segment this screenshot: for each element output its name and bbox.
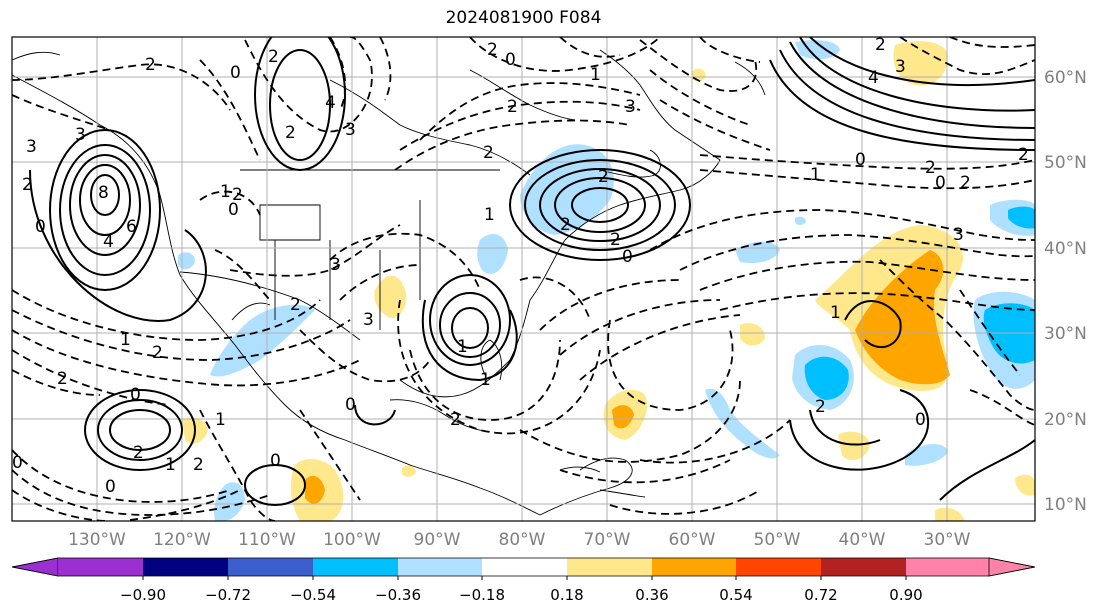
contour-label: 2 [22, 175, 33, 195]
contour-label: 2 [960, 173, 971, 193]
lon-label: 130°W [68, 530, 126, 550]
contour-label: 0 [935, 173, 946, 193]
contour-label: 0 [12, 453, 23, 473]
lat-label: 40°N [1044, 239, 1087, 259]
contour-label: 8 [98, 183, 109, 203]
contour-label: 4 [325, 93, 336, 113]
contour-label: 4 [868, 68, 879, 88]
lon-label: 50°W [754, 530, 801, 550]
contour-label: 1 [590, 65, 601, 85]
contour-label: 3 [625, 97, 636, 117]
contour-label: 3 [330, 255, 341, 275]
lat-label: 30°N [1044, 324, 1087, 344]
contour-label: 2 [450, 410, 461, 430]
contour-label: 1 [480, 370, 491, 390]
contour-label: 3 [895, 57, 906, 77]
contour-label: 1 [484, 205, 495, 225]
lat-label: 10°N [1044, 495, 1087, 515]
contour-label: 2 [145, 55, 156, 75]
contour-label: 2 [152, 343, 163, 363]
contour-label: 1 [165, 455, 176, 475]
lon-label: 110°W [238, 530, 296, 550]
contour-label: 2 [285, 123, 296, 143]
contour-label: 2 [290, 295, 301, 315]
lon-label: 60°W [669, 530, 716, 550]
contour-label: 3 [345, 120, 356, 140]
contour-label: 0 [915, 410, 926, 430]
lon-label: 120°W [153, 530, 211, 550]
contour-label: 0 [855, 150, 866, 170]
contour-label: 2 [815, 397, 826, 417]
map-frame [11, 36, 1036, 522]
lon-label: 30°W [924, 530, 971, 550]
contour-label: 1 [220, 182, 231, 202]
contour-labels: 2 2 0 3 2 1 0 4 2 3 3 8 6 4 2 1 0 2 1 2 … [12, 35, 1029, 497]
contour-label: 3 [26, 137, 37, 157]
contours-negative [12, 37, 1035, 521]
contour-label: 2 [57, 369, 68, 389]
contour-label: 0 [270, 451, 281, 471]
contour-label: 0 [105, 477, 116, 497]
lon-label: 80°W [499, 530, 546, 550]
lon-label: 90°W [414, 530, 461, 550]
contour-label: 0 [228, 200, 239, 220]
map-title: 2024081900 F084 [445, 8, 602, 28]
contour-label: 0 [505, 50, 516, 70]
contour-label: 0 [345, 395, 356, 415]
contour-label: 1 [120, 330, 131, 350]
contour-label: 6 [126, 217, 137, 237]
contour-label: 3 [75, 125, 86, 145]
contour-label: 2 [1018, 145, 1029, 165]
contour-label: 2 [232, 185, 243, 205]
contour-label: 2 [507, 97, 518, 117]
graticule [12, 37, 1035, 521]
latitude-labels: 60°N 50°N 40°N 30°N 20°N 10°N [1044, 68, 1087, 515]
contour-label: 3 [363, 310, 374, 330]
lat-label: 60°N [1044, 68, 1087, 88]
contour-label: 2 [133, 443, 144, 463]
contours-positive [29, 37, 1035, 506]
contour-label: 4 [103, 232, 114, 252]
contour-label: 0 [622, 247, 633, 267]
contour-label: 2 [193, 455, 204, 475]
contour-label: 2 [483, 143, 494, 163]
contour-label: 1 [830, 303, 841, 323]
longitude-labels: 130°W 120°W 110°W 100°W 90°W 80°W 70°W 6… [68, 530, 971, 550]
lon-label: 100°W [323, 530, 381, 550]
contour-label: 3 [953, 225, 964, 245]
shading-positive [182, 41, 1035, 521]
contour-label: 0 [230, 63, 241, 83]
contour-label: 2 [268, 47, 279, 67]
contour-label: 2 [598, 167, 609, 187]
contour-label: 1 [457, 337, 468, 357]
contour-label: 0 [130, 385, 141, 405]
contour-label: 1 [810, 165, 821, 185]
lon-label: 40°W [839, 530, 886, 550]
contour-label: 2 [487, 40, 498, 60]
contour-label: 2 [610, 230, 621, 250]
lat-label: 20°N [1044, 410, 1087, 430]
contour-label: 2 [875, 35, 886, 55]
contour-label: 1 [215, 410, 226, 430]
lon-label: 70°W [584, 530, 631, 550]
shading-negative [178, 40, 1035, 521]
lat-label: 50°N [1044, 153, 1087, 173]
contour-label: 2 [560, 215, 571, 235]
contour-label: 0 [35, 217, 46, 237]
contour-label: 2 [925, 158, 936, 178]
